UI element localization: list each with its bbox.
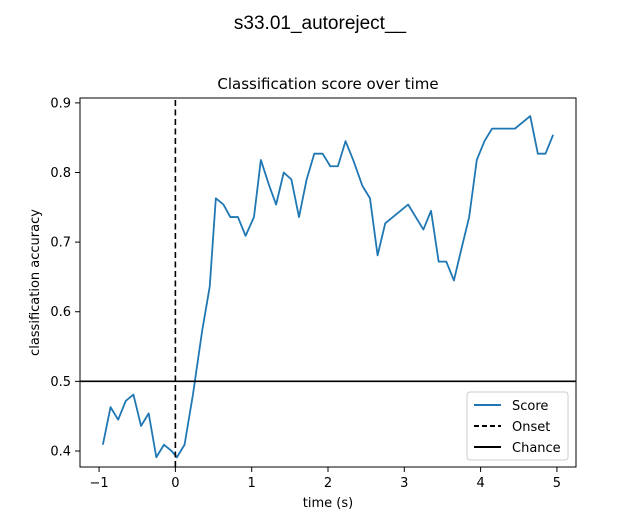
y-tick-label: 0.9 <box>50 96 71 111</box>
legend-box <box>466 391 569 461</box>
y-tick-label: 0.8 <box>50 166 71 181</box>
axis-ticks: −1 0 1 2 3 4 5 0.4 0.5 0.6 0.7 0.8 0.9 <box>50 96 561 491</box>
plot-area <box>80 98 576 467</box>
y-tick-label: 0.4 <box>50 444 71 459</box>
legend-label-chance: Chance <box>512 441 561 456</box>
figure-title: s33.01_autoreject__ <box>234 13 407 34</box>
x-tick-label: 3 <box>400 476 408 491</box>
y-axis-label: classification accuracy <box>28 209 43 356</box>
axes-frame <box>79 97 577 468</box>
legend: Score Onset Chance <box>466 391 569 461</box>
x-tick-label: −1 <box>89 476 108 491</box>
series-line-score <box>102 115 554 459</box>
legend-label-onset: Onset <box>512 420 550 435</box>
x-tick-label: 0 <box>171 476 179 491</box>
legend-label-score: Score <box>512 399 548 414</box>
x-tick-label: 1 <box>248 476 256 491</box>
y-tick-label: 0.7 <box>50 236 71 251</box>
x-axis-label: time (s) <box>303 496 353 511</box>
y-tick-label: 0.5 <box>50 375 71 390</box>
x-tick-label: 2 <box>324 476 332 491</box>
y-tick-label: 0.6 <box>50 305 71 320</box>
plot-title: Classification score over time <box>217 75 438 93</box>
x-tick-label: 5 <box>553 476 561 491</box>
x-tick-label: 4 <box>476 476 484 491</box>
